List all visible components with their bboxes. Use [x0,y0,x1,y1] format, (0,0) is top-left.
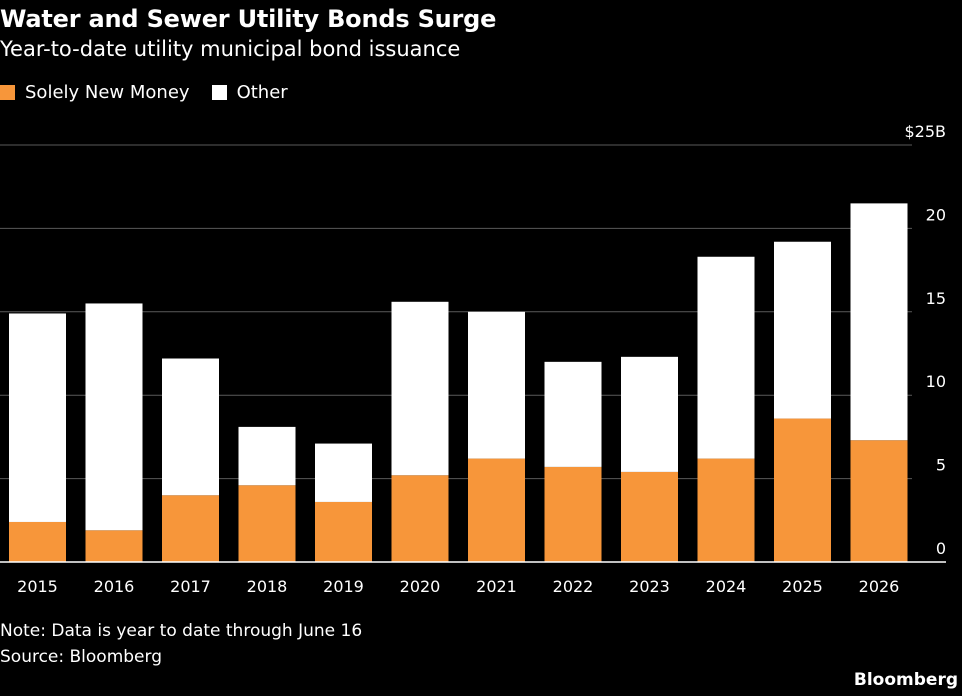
legend-label-new-money: Solely New Money [25,82,190,103]
y-tick-label: 20 [926,205,946,224]
legend-swatch-other [211,85,227,100]
bar-segment-other [162,358,219,496]
legend-item-other: Other [211,82,288,103]
bar-segment-other [621,356,678,472]
y-tick-label: 15 [926,289,946,308]
bar-segment-new-money [315,501,372,562]
bar-segment-other [315,443,372,502]
bar-segment-new-money [468,458,525,562]
x-tick-label: 2024 [706,577,747,596]
y-tick-label: 0 [936,539,946,558]
bar-segment-other [391,301,449,476]
bar-segment-other [85,303,143,531]
bar-segment-new-money [9,521,66,562]
bar-segment-other [238,426,296,486]
x-tick-label: 2019 [323,577,364,596]
chart-note: Note: Data is year to date through June … [0,621,363,641]
x-tick-label: 2021 [476,577,517,596]
bar-segment-new-money [774,418,831,562]
legend-item-new-money: Solely New Money [0,82,190,103]
x-tick-label: 2026 [859,577,900,596]
bar-segment-other [544,361,602,467]
legend: Solely New Money Other [0,82,310,103]
bar-segment-other [697,256,755,459]
bar-segment-other [850,203,908,441]
bar-segment-new-money [162,495,219,562]
x-tick-label: 2017 [170,577,211,596]
x-tick-label: 2022 [553,577,594,596]
x-tick-label: 2018 [247,577,288,596]
bar-segment-new-money [85,530,143,562]
bar-segment-new-money [621,471,678,562]
bar-segment-new-money [697,458,755,562]
bar-segment-new-money [544,466,602,562]
bar-segment-other [774,241,831,419]
y-tick-label: 10 [926,372,946,391]
bloomberg-logo: Bloomberg [853,670,958,690]
x-tick-label: 2016 [94,577,135,596]
bar-segment-new-money [238,485,296,562]
chart-title: Water and Sewer Utility Bonds Surge [0,5,497,33]
bar-segment-other [9,313,66,522]
y-tick-label: $25B [904,122,946,141]
legend-label-other: Other [236,82,288,103]
legend-swatch-new-money [0,85,15,100]
x-tick-label: 2015 [17,577,58,596]
y-tick-label: 5 [936,456,946,475]
x-tick-label: 2025 [782,577,823,596]
chart-subtitle: Year-to-date utility municipal bond issu… [0,37,461,61]
x-tick-label: 2020 [400,577,441,596]
x-tick-label: 2023 [629,577,670,596]
bar-segment-new-money [391,475,449,562]
chart-source: Source: Bloomberg [0,647,162,667]
bar-segment-other [468,311,525,459]
bar-segment-new-money [850,440,908,562]
